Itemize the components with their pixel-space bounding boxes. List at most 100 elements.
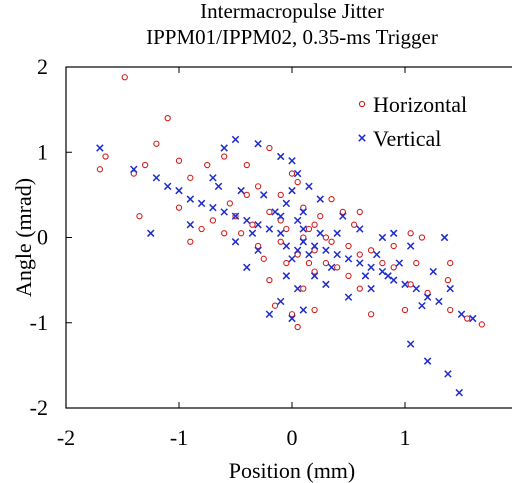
vertical-point <box>412 284 421 293</box>
vertical-point <box>389 229 398 237</box>
vertical-point <box>435 297 443 306</box>
x-tick-label: 0 <box>287 425 298 450</box>
horizontal-point <box>311 306 318 314</box>
horizontal-legend-label: Horizontal <box>373 92 467 117</box>
horizontal-point <box>328 195 335 203</box>
horizontal-point <box>226 200 233 207</box>
horizontal-point <box>198 225 205 233</box>
vertical-point <box>175 186 183 195</box>
horizontal-point <box>277 191 284 199</box>
horizontal-point <box>130 170 137 177</box>
vertical-point <box>333 229 341 237</box>
vertical-point <box>282 272 291 280</box>
vertical-point <box>361 272 370 280</box>
horizontal-point <box>300 204 307 211</box>
vertical-point <box>231 212 240 220</box>
horizontal-point <box>102 153 109 160</box>
horizontal-point <box>243 191 250 199</box>
y-tick-label: 0 <box>37 225 48 250</box>
horizontal-point <box>277 217 284 224</box>
vertical-point <box>395 259 404 267</box>
horizontal-point <box>249 221 256 228</box>
horizontal-point <box>288 170 296 177</box>
vertical-point <box>418 301 426 310</box>
vertical-point <box>423 293 432 301</box>
horizontal-point <box>136 213 143 220</box>
horizontal-point <box>254 183 262 190</box>
horizontal-point <box>294 251 301 258</box>
horizontal-point <box>444 276 452 284</box>
horizontal-point <box>283 259 290 267</box>
x-tick-label: -1 <box>170 425 188 450</box>
y-axis-label: Angle (mrad) <box>11 178 36 297</box>
horizontal-point <box>322 259 330 267</box>
vertical-legend-marker <box>358 134 366 142</box>
horizontal-point <box>187 238 194 245</box>
vertical-point <box>237 186 245 195</box>
vertical-point <box>429 267 437 276</box>
horizontal-point <box>311 247 318 254</box>
chart-subtitle: IPPM01/IPPM02, 0.35-ms Trigger <box>146 25 438 49</box>
vertical-point <box>367 263 375 272</box>
vertical-point <box>265 225 274 233</box>
vertical-point <box>305 250 313 259</box>
horizontal-point <box>379 259 386 267</box>
vertical-point <box>96 144 104 152</box>
vertical-point <box>440 233 449 242</box>
vertical-point <box>276 212 285 220</box>
vertical-point <box>316 195 324 203</box>
horizontal-point <box>317 213 324 220</box>
horizontal-point <box>271 302 279 309</box>
horizontal-point <box>260 255 267 262</box>
horizontal-point <box>121 74 128 81</box>
chart-title: Intermacropulse Jitter <box>200 0 384 23</box>
vertical-point <box>231 238 240 246</box>
horizontal-point <box>305 259 313 267</box>
horizontal-point <box>294 178 301 186</box>
horizontal-point <box>407 281 414 288</box>
vertical-point <box>389 276 398 284</box>
vertical-point <box>254 246 262 255</box>
data-points <box>96 74 485 397</box>
horizontal-point <box>407 230 414 237</box>
horizontal-point <box>334 264 341 271</box>
vertical-point <box>276 297 285 306</box>
horizontal-point <box>356 285 363 292</box>
vertical-point <box>271 208 279 216</box>
vertical-point <box>152 174 161 182</box>
vertical-point <box>293 216 302 225</box>
vertical-point <box>406 242 415 250</box>
horizontal-point <box>221 153 228 160</box>
vertical-point <box>333 250 341 259</box>
vertical-point <box>344 293 353 301</box>
horizontal-point <box>277 238 284 245</box>
horizontal-point <box>401 306 409 314</box>
vertical-point <box>446 284 454 293</box>
vertical-point <box>356 259 364 267</box>
vertical-point <box>282 199 291 208</box>
vertical-point <box>209 174 217 182</box>
horizontal-point <box>254 242 262 250</box>
vertical-point <box>288 255 296 263</box>
horizontal-point <box>300 234 307 241</box>
vertical-point <box>299 208 308 216</box>
horizontal-point <box>322 234 330 241</box>
horizontal-point <box>221 230 228 237</box>
vertical-point <box>248 229 257 237</box>
vertical-point <box>163 182 172 191</box>
horizontal-point <box>339 208 346 216</box>
horizontal-point <box>232 213 239 220</box>
horizontal-point <box>447 259 454 267</box>
vertical-point <box>186 195 195 203</box>
vertical-point <box>305 182 313 191</box>
vertical-point <box>254 139 262 148</box>
vertical-point <box>243 216 251 225</box>
vertical-point <box>214 182 223 191</box>
vertical-point <box>339 212 347 220</box>
horizontal-point <box>237 230 245 237</box>
vertical-point <box>293 246 302 255</box>
horizontal-point <box>266 144 273 152</box>
horizontal-point <box>345 272 352 280</box>
vertical-point <box>220 208 228 216</box>
y-tick-label: 1 <box>37 139 48 164</box>
